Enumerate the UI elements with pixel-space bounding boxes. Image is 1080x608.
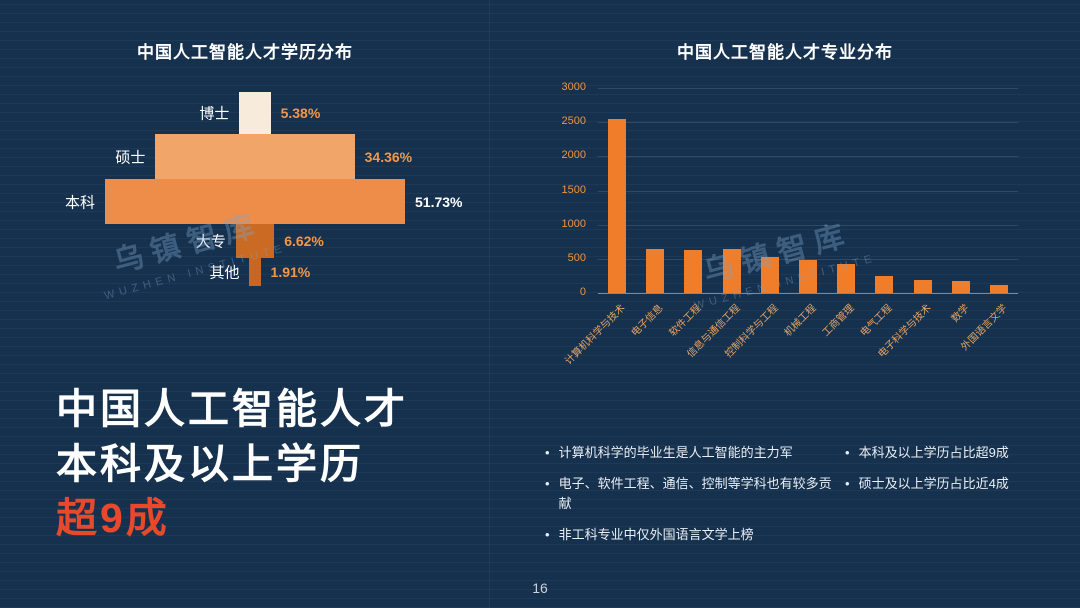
gridline: [598, 258, 1018, 260]
funnel-value-label: 51.73%: [415, 193, 463, 210]
x-tick-label: 工商管理: [820, 302, 857, 339]
funnel-value-label: 1.91%: [270, 264, 311, 280]
bullet-text: 硕士及以上学历占比近4成: [858, 476, 1009, 492]
bar: [760, 257, 779, 293]
funnel-value-label: 5.38%: [280, 105, 321, 121]
bar: [684, 249, 703, 293]
bullet-text: 电子、软件工程、通信、控制等学科也有较多贡献: [558, 476, 832, 512]
funnel-category-label: 博士: [199, 105, 230, 123]
gridline: [598, 122, 1018, 124]
page-number: 16: [532, 580, 548, 596]
bullet-item: 硕士及以上学历占比近4成: [845, 474, 1073, 494]
funnel-bar: [105, 179, 405, 224]
major-bar-chart: 0 500 1000 1500 2000 2500 3000 计算机科学与技术 电子信息 软件工…: [540, 81, 1040, 378]
funnel-row: 硕士 34.36%: [30, 134, 490, 179]
x-tick-label: 计算机科学与技术: [563, 302, 628, 368]
education-distribution-panel: 中国人工智能人才学历分布 博士 5.38% 硕士 34.36% 本科 51.73% 大专 6.…: [0, 0, 490, 380]
funnel-value-label: 34.36%: [364, 148, 413, 165]
bar: [799, 260, 817, 293]
funnel-row: 博士 5.38%: [30, 92, 490, 134]
y-tick-label: 1000: [561, 217, 586, 230]
y-axis: 0 500 1000 1500 2000 2500 3000: [540, 81, 592, 298]
y-tick-label: 1500: [561, 183, 586, 196]
funnel-row: 本科 51.73%: [30, 179, 490, 224]
headline: 中国人工智能人才 本科及以上学历 超9成: [56, 382, 408, 546]
gridline: [598, 190, 1018, 192]
y-tick-label: 3000: [561, 81, 586, 93]
panel-divider: [489, 0, 490, 608]
funnel-value-label: 6.62%: [284, 233, 324, 249]
bar-chart-title: 中国人工智能人才专业分布: [677, 43, 893, 62]
bar: [837, 263, 856, 293]
bullet-item: 非工科专业中仅外国语言文学上榜: [545, 525, 841, 545]
bar: [875, 275, 894, 293]
funnel-category-label: 其他: [209, 264, 240, 282]
insights-right-column: 本科及以上学历占比超9成 硕士及以上学历占比近4成: [845, 443, 1073, 505]
funnel-chart-title: 中国人工智能人才学历分布: [137, 43, 353, 62]
funnel-bar: [249, 258, 261, 286]
education-funnel-chart: 博士 5.38% 硕士 34.36% 本科 51.73% 大专 6.62% 其他 1.91%: [30, 92, 490, 292]
insights-left-column: 计算机科学的毕业生是人工智能的主力军 电子、软件工程、通信、控制等学科也有较多贡…: [545, 443, 841, 557]
plot-area: [598, 88, 1018, 294]
bar: [913, 280, 932, 293]
headline-accent-line: 超9成: [56, 495, 170, 542]
bar: [951, 281, 970, 293]
funnel-category-label: 硕士: [115, 149, 146, 166]
funnel-bar: [235, 224, 275, 258]
bar: [608, 118, 627, 293]
bar: [989, 285, 1008, 293]
bar: [646, 248, 665, 293]
funnel-bar: [155, 134, 355, 179]
bullet-text: 本科及以上学历占比超9成: [858, 445, 1009, 460]
x-axis-labels: 计算机科学与技术 电子信息 软件工程 信息与通信工程 控制科学与工程 机械工程 工商管理 电气…: [563, 295, 1018, 385]
bullet-item: 电子、软件工程、通信、控制等学科也有较多贡献: [545, 474, 841, 514]
gridline: [598, 88, 1018, 89]
x-tick-label: 数学: [949, 302, 972, 325]
y-tick-label: 2500: [561, 115, 586, 128]
funnel-row: 其他 1.91%: [30, 258, 490, 286]
bullet-text: 计算机科学的毕业生是人工智能的主力军: [558, 445, 793, 460]
bar: [722, 249, 741, 293]
y-tick-label: 0: [579, 286, 586, 298]
funnel-category-label: 本科: [64, 194, 95, 211]
y-tick-label: 500: [567, 251, 586, 264]
bullet-item: 本科及以上学历占比超9成: [845, 443, 1073, 463]
x-tick-label: 电子信息: [629, 302, 666, 339]
x-tick-label: 机械工程: [782, 302, 819, 339]
headline-line-2: 本科及以上学历: [56, 440, 364, 487]
major-distribution-panel: 中国人工智能人才专业分布 0 500 1000 1500 2000 2500 3000 计算…: [490, 0, 1080, 380]
gridline: [598, 156, 1018, 158]
headline-line-1: 中国人工智能人才: [56, 386, 408, 432]
funnel-row: 大专 6.62%: [30, 224, 490, 258]
bullet-item: 计算机科学的毕业生是人工智能的主力军: [545, 443, 841, 463]
y-tick-label: 2000: [561, 149, 586, 162]
funnel-category-label: 大专: [195, 233, 226, 251]
funnel-bar: [239, 92, 271, 134]
bullet-text: 非工科专业中仅外国语言文学上榜: [558, 527, 754, 543]
gridline: [598, 224, 1018, 226]
x-axis-line: [598, 293, 1018, 294]
